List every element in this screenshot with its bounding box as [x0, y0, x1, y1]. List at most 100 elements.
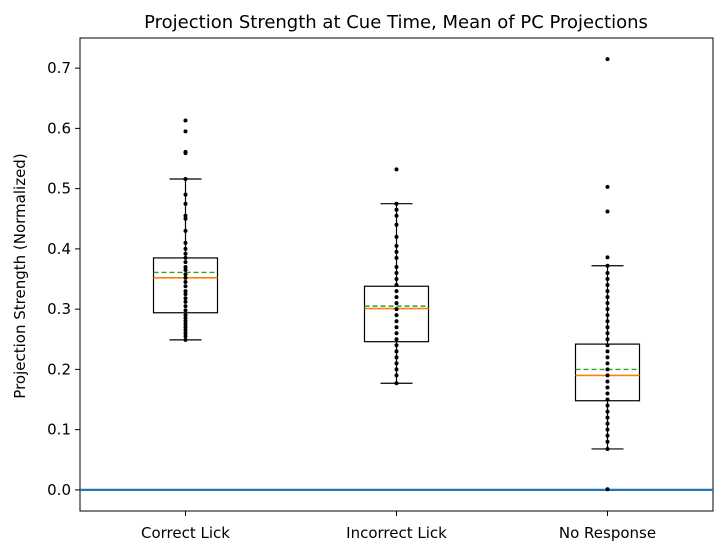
data-point: [394, 213, 399, 218]
data-point: [394, 319, 399, 324]
data-point: [605, 319, 610, 324]
data-point: [183, 299, 188, 304]
data-point: [605, 367, 610, 372]
data-point: [605, 289, 610, 294]
data-point: [183, 272, 188, 277]
y-tick-label: 0.7: [47, 59, 71, 77]
data-point: [605, 487, 610, 492]
data-point: [394, 255, 399, 260]
data-point: [394, 325, 399, 330]
data-point: [183, 118, 188, 123]
y-tick-label: 0.5: [47, 180, 71, 198]
data-point: [394, 301, 399, 306]
data-point: [605, 57, 610, 62]
data-point: [183, 304, 188, 309]
data-point: [394, 283, 399, 288]
data-point: [394, 307, 399, 312]
data-point: [183, 319, 188, 324]
y-tick-label: 0.4: [47, 240, 71, 258]
data-point: [394, 367, 399, 372]
data-point: [183, 228, 188, 233]
data-point: [183, 325, 188, 330]
data-point: [605, 421, 610, 426]
data-point: [605, 397, 610, 402]
data-point: [605, 409, 610, 414]
data-point: [394, 249, 399, 254]
data-point: [605, 433, 610, 438]
y-tick-label: 0.0: [47, 481, 71, 499]
data-point: [183, 176, 188, 181]
data-point: [605, 263, 610, 268]
data-point: [605, 361, 610, 366]
data-point: [394, 243, 399, 248]
data-point: [605, 415, 610, 420]
data-point: [183, 246, 188, 251]
data-point: [605, 355, 610, 360]
data-point: [605, 307, 610, 312]
data-point: [183, 213, 188, 218]
data-point: [394, 343, 399, 348]
data-point: [394, 295, 399, 300]
chart-title: Projection Strength at Cue Time, Mean of…: [144, 12, 648, 33]
data-point: [183, 201, 188, 206]
data-point: [183, 192, 188, 197]
data-point: [394, 349, 399, 354]
data-point: [183, 240, 188, 245]
data-point: [394, 167, 399, 172]
y-tick-label: 0.6: [47, 119, 71, 137]
data-point: [605, 313, 610, 318]
data-point: [394, 381, 399, 386]
data-point: [183, 255, 188, 260]
data-point: [183, 313, 188, 318]
data-point: [183, 296, 188, 301]
data-point: [183, 284, 188, 289]
data-point: [183, 331, 188, 336]
data-point: [394, 207, 399, 212]
data-point: [605, 403, 610, 408]
x-tick-label: Incorrect Lick: [346, 524, 447, 542]
data-point: [183, 308, 188, 313]
data-point: [183, 292, 188, 297]
plot-area: 0.0 0.1 0.2 0.3 0.4 0.5 0.6 0.7 Correct Lick Inco…: [47, 37, 714, 542]
data-point: [394, 373, 399, 378]
data-point: [605, 439, 610, 444]
data-point: [605, 270, 610, 275]
data-point: [183, 275, 188, 280]
data-point: [394, 337, 399, 342]
data-point: [183, 280, 188, 285]
data-point: [605, 301, 610, 306]
data-point: [183, 267, 188, 272]
data-point: [605, 337, 610, 342]
data-point: [605, 283, 610, 288]
data-point: [605, 325, 610, 330]
data-point: [394, 277, 399, 282]
y-tick-label: 0.2: [47, 360, 71, 378]
data-point: [394, 264, 399, 269]
data-point: [183, 129, 188, 134]
data-point: [183, 328, 188, 333]
data-point: [183, 316, 188, 321]
data-point: [605, 295, 610, 300]
data-point: [394, 222, 399, 227]
y-tick-label: 0.3: [47, 300, 71, 318]
data-point: [605, 331, 610, 336]
data-point: [183, 322, 188, 327]
data-point: [394, 234, 399, 239]
data-point: [605, 385, 610, 390]
data-point: [605, 343, 610, 348]
data-point: [394, 201, 399, 206]
data-point: [394, 289, 399, 294]
data-point: [394, 331, 399, 336]
data-point: [605, 427, 610, 432]
data-point: [605, 184, 610, 189]
data-point: [605, 209, 610, 214]
y-tick-label: 0.1: [47, 421, 71, 439]
data-point: [394, 313, 399, 318]
data-point: [183, 334, 188, 339]
data-point: [394, 270, 399, 275]
data-point: [605, 379, 610, 384]
data-point: [605, 277, 610, 282]
data-point: [183, 251, 188, 256]
x-tick-label: Correct Lick: [141, 524, 230, 542]
